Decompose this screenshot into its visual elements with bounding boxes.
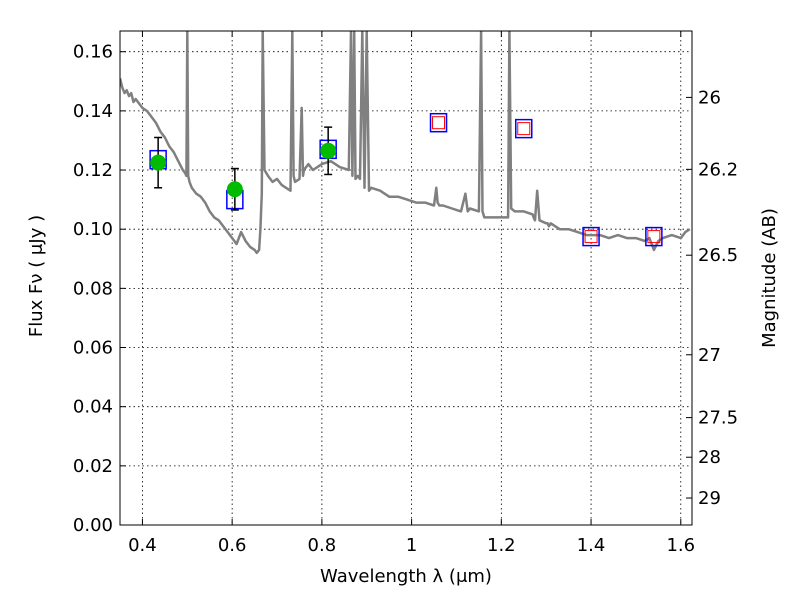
mag-tick-label: 26.5	[698, 245, 738, 266]
x-tick-label: 1.6	[666, 535, 695, 556]
observed-point	[226, 181, 243, 198]
right-axis-label: Magnitude (AB)	[759, 208, 780, 348]
predicted-marker	[517, 122, 531, 136]
y-tick-label: 0.14	[73, 101, 113, 122]
model-photometry-marker	[429, 112, 448, 133]
model-photometry-marker	[582, 226, 600, 247]
y-tick-label: 0.06	[73, 338, 113, 359]
x-tick-label: 0.8	[308, 535, 337, 556]
plot-frame	[119, 30, 693, 526]
x-tick-label: 1.2	[487, 535, 516, 556]
x-axis-label: Wavelength λ (μm)	[320, 566, 492, 587]
y-tick-label: 0.16	[73, 42, 113, 63]
x-tick-label: 0.6	[218, 535, 247, 556]
axes-ticks: 0.4 0.6 0.8 1 1.2 1.4 1.6 0.00 0.02 0.04 0.06 0.08 0…	[73, 31, 738, 556]
observed-point	[150, 154, 167, 171]
y-tick-label: 0.10	[73, 219, 113, 240]
plot-area	[120, 31, 691, 255]
y-axis-label: Flux Fν ( μJy )	[26, 215, 47, 337]
model-photometry-marker	[515, 118, 533, 139]
observed-point	[320, 142, 337, 159]
mag-tick-label: 26.2	[698, 159, 738, 180]
model-photometry-marker	[645, 226, 663, 247]
x-tick-label: 1.4	[577, 535, 606, 556]
y-tick-label: 0.02	[73, 456, 113, 477]
mag-tick-label: 27	[698, 345, 721, 366]
predicted-marker	[432, 116, 446, 130]
y-tick-label: 0.08	[73, 278, 113, 299]
sed-model-line	[120, 31, 691, 255]
x-tick-label: 1	[406, 535, 417, 556]
mag-tick-label: 29	[698, 488, 721, 509]
predicted-marker	[584, 230, 598, 244]
mag-tick-label: 26	[698, 87, 721, 108]
mag-tick-label: 28	[698, 447, 721, 468]
mag-tick-label: 27.5	[698, 408, 738, 429]
y-tick-label: 0.12	[73, 160, 113, 181]
x-tick-label: 0.4	[128, 535, 157, 556]
y-tick-label: 0.04	[73, 397, 113, 418]
y-tick-label: 0.00	[73, 515, 113, 536]
predicted-marker	[647, 230, 661, 244]
